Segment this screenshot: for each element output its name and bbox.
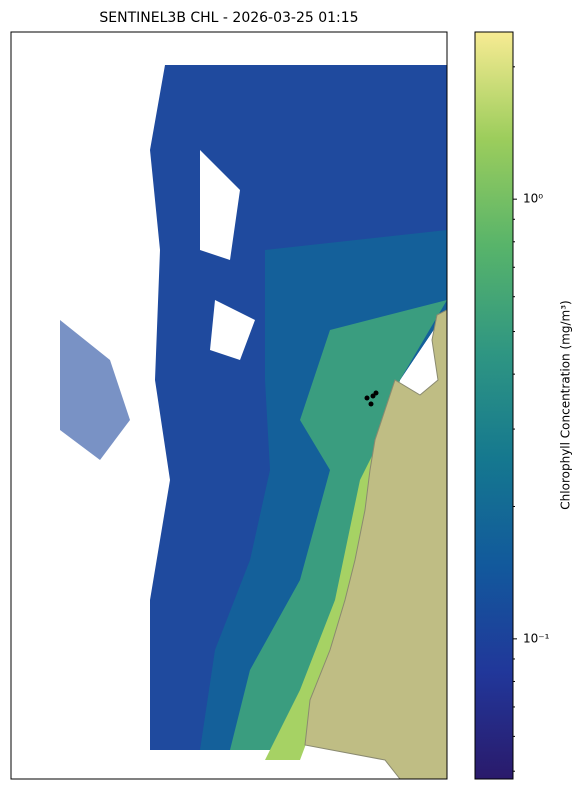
ocean-data: [230, 300, 447, 750]
map-area: [11, 32, 447, 779]
chart-title: SENTINEL3B CHL - 2026-03-25 01:15: [99, 10, 358, 26]
map-frame: [10, 31, 448, 780]
ocean-data: [60, 320, 130, 460]
station: [368, 401, 374, 407]
land: [304, 309, 447, 779]
station: [364, 395, 370, 401]
colorbar: [474, 31, 514, 780]
colorbar-tick-label: 10⁻¹: [523, 631, 550, 645]
colorbar-label: Chlorophyll Concentration (mg/m³): [559, 300, 573, 509]
colorbar-tick-label: 10⁰: [523, 192, 543, 206]
ocean-data: [265, 440, 380, 760]
station: [373, 390, 379, 396]
cloud-gap: [200, 150, 255, 360]
